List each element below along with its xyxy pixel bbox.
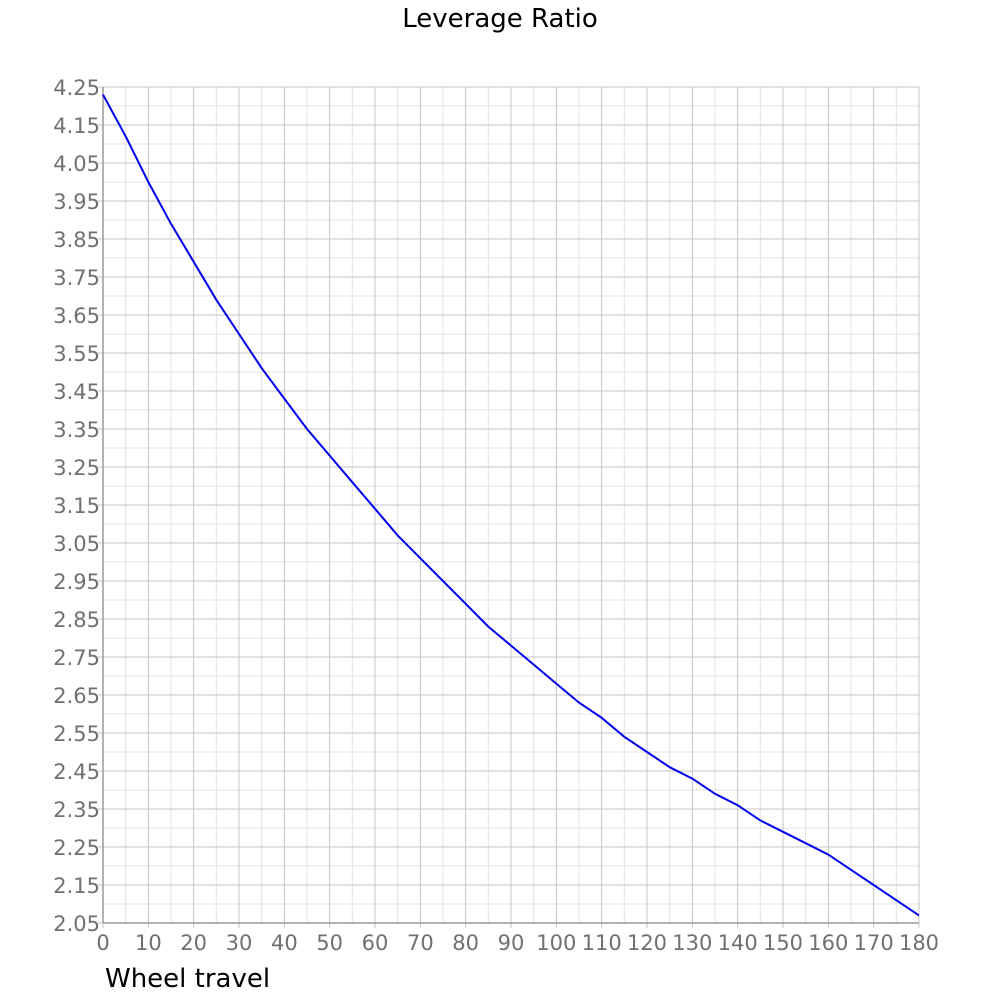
axes: [102, 87, 919, 924]
x-tick-label: 20: [180, 931, 207, 955]
chart-title: Leverage Ratio: [402, 4, 598, 34]
y-tick-label: 3.85: [53, 228, 100, 252]
x-axis-label: Wheel travel: [105, 964, 270, 994]
x-tick-label: 90: [498, 931, 525, 955]
x-tick-label: 50: [316, 931, 343, 955]
y-tick-label: 2.05: [53, 912, 100, 936]
x-tick-label: 30: [226, 931, 253, 955]
y-tick-label: 3.15: [53, 494, 100, 518]
y-tick-label: 3.35: [53, 418, 100, 442]
y-tick-label: 3.65: [53, 304, 100, 328]
x-tick-labels: 0 10 20 30 40 50 60 70 80 90 100 110 120 130 140 150 160…: [96, 931, 939, 955]
y-tick-label: 2.45: [53, 760, 100, 784]
x-tick-label: 110: [582, 931, 622, 955]
major-gridlines: [98, 86, 920, 928]
y-tick-label: 2.65: [53, 684, 100, 708]
x-tick-label: 120: [627, 931, 667, 955]
y-tick-label: 4.15: [53, 114, 100, 138]
y-tick-label: 4.05: [53, 152, 100, 176]
x-tick-label: 10: [135, 931, 162, 955]
x-tick-label: 0: [96, 931, 109, 955]
x-tick-label: 80: [452, 931, 479, 955]
x-tick-label: 100: [536, 931, 576, 955]
series-layer: [102, 94, 920, 917]
x-tick-label: 60: [362, 931, 389, 955]
series-line: [102, 94, 920, 917]
x-tick-label: 130: [672, 931, 712, 955]
y-tick-label: 2.85: [53, 608, 100, 632]
y-tick-label: 4.25: [53, 76, 100, 100]
y-tick-label: 3.55: [53, 342, 100, 366]
x-tick-label: 160: [808, 931, 848, 955]
y-tick-label: 2.55: [53, 722, 100, 746]
x-tick-label: 70: [407, 931, 434, 955]
y-tick-label: 2.25: [53, 836, 100, 860]
y-tick-label: 3.45: [53, 380, 100, 404]
x-tick-label: 140: [718, 931, 758, 955]
x-tick-label: 150: [763, 931, 803, 955]
y-tick-label: 2.95: [53, 570, 100, 594]
y-tick-label: 2.15: [53, 874, 100, 898]
y-tick-label: 3.05: [53, 532, 100, 556]
y-tick-label: 3.25: [53, 456, 100, 480]
y-tick-label: 3.95: [53, 190, 100, 214]
y-tick-label: 2.75: [53, 646, 100, 670]
x-tick-label: 40: [271, 931, 298, 955]
x-tick-label: 170: [854, 931, 894, 955]
y-tick-labels: 4.25 4.15 4.05 3.95 3.85 3.75 3.65 3.55 3.45 3.35…: [53, 76, 100, 936]
x-tick-label: 180: [899, 931, 939, 955]
y-tick-label: 2.35: [53, 798, 100, 822]
y-tick-label: 3.75: [53, 266, 100, 290]
